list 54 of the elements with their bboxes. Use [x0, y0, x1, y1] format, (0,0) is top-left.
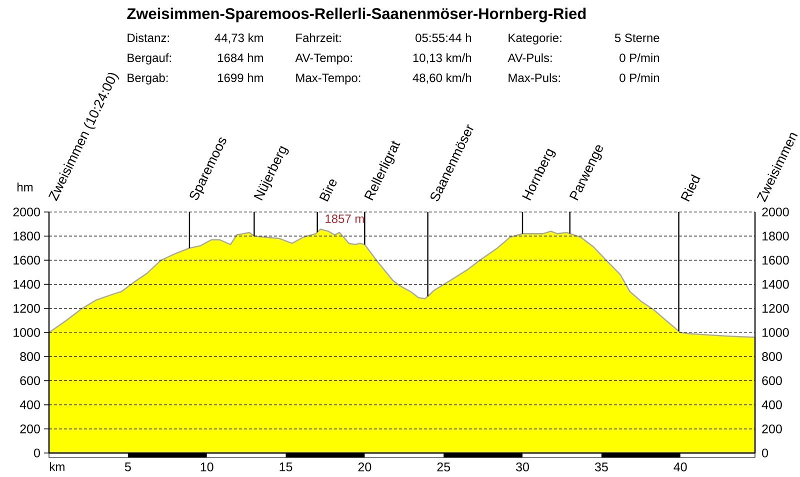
text: 10,13 km/h — [413, 53, 472, 64]
y2-tick-label: 1400 — [762, 280, 789, 289]
x-tick-label: 40 — [674, 462, 687, 472]
y-tick-label: 1200 — [14, 304, 40, 313]
text: Max-Tempo: — [296, 74, 360, 84]
text: 1699 hm — [218, 73, 263, 82]
y-tick-label: 1400 — [14, 280, 40, 289]
chart-title: Zweisimmen-Sparemoos-Rellerli-Saanenmöser-Hornberg-Ried — [127, 8, 586, 22]
annotation: 1857 m — [326, 214, 364, 224]
y2-tick-label: 1200 — [762, 304, 789, 313]
text: AV-Puls: — [508, 53, 552, 62]
y-tick-label: 1000 — [14, 328, 40, 337]
text: Bergab: — [128, 73, 168, 84]
text: Fahrzeit: — [296, 33, 341, 42]
text: 44,73 km — [214, 33, 263, 44]
text: 1684 hm — [218, 53, 263, 62]
text: Bergauf: — [128, 53, 171, 64]
text: 05:55:44 h — [416, 33, 472, 42]
y-tick-label: 0 — [34, 448, 40, 458]
y2-tick-label: 1800 — [762, 232, 789, 241]
x-tick-label: 20 — [358, 462, 372, 472]
text: Max-Puls: — [508, 73, 560, 82]
ref-line-label: Ried — [680, 174, 700, 202]
text: 0 P/min — [620, 73, 660, 82]
x-axis-title: km — [50, 462, 64, 471]
x-tick-label: 25 — [437, 462, 450, 472]
y2-tick-label: 600 — [762, 376, 782, 386]
ref-line-label: Bire — [319, 180, 337, 202]
text: 5 Sterne — [614, 34, 660, 42]
text: Kategorie: — [508, 33, 562, 44]
y2-tick-label: 0 — [762, 448, 768, 458]
x-tick-label: 30 — [516, 462, 529, 472]
y-axis-title: hm — [18, 182, 33, 192]
text: 0 P/min — [620, 53, 660, 62]
y-tick-label: 200 — [20, 424, 40, 434]
y2-tick-label: 1000 — [762, 328, 789, 337]
y-tick-label: 1800 — [14, 232, 40, 241]
y2-tick-label: 400 — [762, 400, 782, 410]
x-tick-label: 10 — [200, 462, 214, 472]
y-tick-label: 1600 — [14, 256, 40, 265]
text: AV-Tempo: — [295, 54, 352, 64]
y2-tick-label: 2000 — [762, 208, 789, 216]
x-tick-label: 15 — [280, 462, 292, 472]
y-tick-label: 800 — [20, 352, 40, 362]
y2-tick-label: 200 — [762, 424, 782, 434]
y2-tick-label: 800 — [762, 352, 782, 362]
text: 48,60 km/h — [412, 73, 472, 84]
x-tick-label: 5 — [124, 462, 131, 472]
y-tick-label: 400 — [20, 400, 40, 410]
y-tick-label: 2000 — [13, 208, 40, 216]
y2-tick-label: 1600 — [762, 256, 789, 265]
x-tick-label: 35 — [594, 462, 608, 472]
text: Distanz: — [128, 33, 169, 42]
y-tick-label: 600 — [20, 376, 40, 386]
